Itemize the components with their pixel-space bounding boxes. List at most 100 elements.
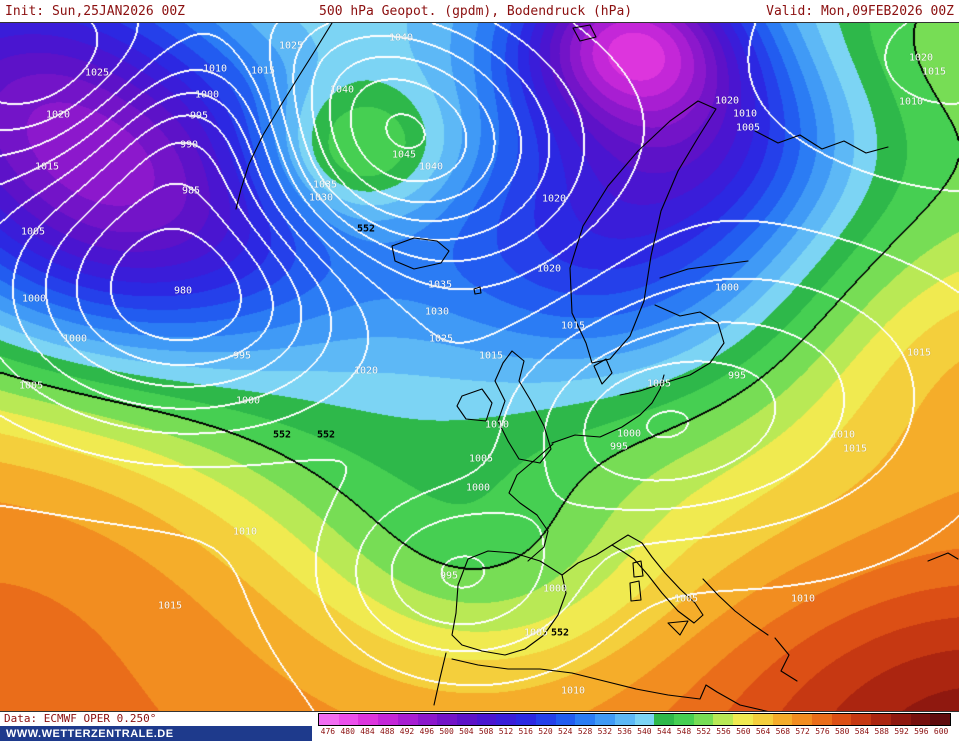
coastline-arctic-russia — [754, 130, 889, 154]
isobar-label: 1020 — [45, 109, 71, 121]
colorbar-cell — [772, 714, 793, 725]
colorbar-tick: 592 — [894, 727, 909, 736]
isobar-label: 995 — [609, 441, 629, 453]
colorbar-tick: 520 — [538, 727, 553, 736]
colorbar-tick: 600 — [933, 727, 949, 736]
colorbar-cell — [614, 714, 635, 725]
isobar-label: 1030 — [308, 192, 334, 204]
isobar-label: 980 — [173, 285, 193, 297]
isobar-label: 1000 — [714, 282, 740, 294]
coastline-denmark — [593, 358, 613, 385]
isobar-label: 1020 — [541, 193, 567, 205]
isobar-label: 990 — [179, 139, 199, 151]
colorbar-cell — [378, 714, 398, 725]
colorbar-tick: 560 — [736, 727, 751, 736]
colorbar-tick: 588 — [874, 727, 889, 736]
colorbar-tick: 508 — [478, 727, 494, 736]
colorbar-tick: 584 — [854, 727, 870, 736]
geopotential-pressure-field-canvas — [0, 23, 959, 711]
weather-map: 1025 1020 1015 1005 1000 1000 1005 995 990 985 980… — [0, 22, 959, 712]
colorbar-cell — [535, 714, 556, 725]
coastline-north-sea — [551, 374, 665, 444]
isobar-label: 1025 — [428, 333, 454, 345]
coastline-sardinia — [629, 580, 642, 602]
data-source-label: Data: ECMWF OPER 0.250° — [4, 712, 157, 725]
colorbar-cell — [437, 714, 458, 725]
isobar-label: 995 — [232, 350, 252, 362]
colorbar-tick: 532 — [597, 727, 613, 736]
colorbar-tick: 492 — [399, 727, 415, 736]
colorbar-cells — [318, 713, 951, 726]
colorbar-cell — [397, 714, 418, 725]
colorbar-cell — [890, 714, 911, 725]
isobar-label: 985 — [181, 185, 201, 197]
isobar-label: 1015 — [842, 443, 868, 455]
colorbar-tick: 484 — [360, 727, 375, 736]
colorbar-cell — [358, 714, 379, 725]
isobar-label: 1005 — [735, 122, 761, 134]
isobar-label: 1015 — [478, 350, 504, 362]
colorbar-cell — [496, 714, 517, 725]
colorbar-cell — [319, 714, 339, 725]
isobar-label: 1005 — [673, 593, 699, 605]
isobar-label: 1005 — [20, 226, 46, 238]
isobar-label: 1010 — [484, 419, 510, 431]
isobar-label: 1005 — [523, 627, 549, 639]
coastline-scandinavia — [569, 100, 717, 364]
isobar-label: 1015 — [250, 65, 276, 77]
colorbar-cell — [930, 714, 950, 725]
init-label: Init: Sun,25JAN2026 00Z — [5, 3, 186, 19]
isobar-label: 1000 — [235, 395, 261, 407]
colorbar-cell — [871, 714, 891, 725]
isobar-label: 1020 — [908, 52, 934, 64]
map-title: 500 hPa Geopot. (gpdm), Bodendruck (hPa) — [319, 3, 633, 19]
colorbar-cell — [516, 714, 536, 725]
coastlines-overlay — [235, 23, 959, 711]
colorbar-cell — [693, 714, 714, 725]
coastline-corsica — [632, 560, 644, 578]
isobar-label: 1025 — [84, 67, 110, 79]
colorbar-tick: 596 — [914, 727, 929, 736]
colorbar-cell — [673, 714, 694, 725]
isobar-label: 1005 — [468, 453, 494, 465]
isobar-label: 1000 — [194, 89, 220, 101]
colorbar-cell — [851, 714, 872, 725]
isobar-label: 1045 — [391, 149, 417, 161]
header: Init: Sun,25JAN2026 00Z 500 hPa Geopot. … — [0, 0, 959, 22]
isobar-label: 1010 — [898, 96, 924, 108]
colorbar-tick: 552 — [696, 727, 711, 736]
isobar-label: 1040 — [418, 161, 444, 173]
colorbar-tick: 528 — [577, 727, 593, 736]
isobar-label: 1000 — [62, 333, 88, 345]
colorbar-tick: 516 — [518, 727, 533, 736]
watermark: WWW.WETTERZENTRALE.DE — [0, 726, 312, 741]
colorbar-cell — [555, 714, 576, 725]
isobar-label: 995 — [727, 370, 747, 382]
colorbar-cell — [457, 714, 477, 725]
valid-label: Valid: Mon,09FEB2026 00Z — [766, 3, 954, 19]
geopotential-552-label: 552 — [550, 627, 570, 639]
isobar-label: 1040 — [329, 84, 355, 96]
footer: Data: ECMWF OPER 0.250° WWW.WETTERZENTRA… — [0, 712, 959, 741]
colorbar-tick: 544 — [656, 727, 672, 736]
coastline-iceland — [391, 237, 450, 270]
colorbar-tick: 476 — [320, 727, 336, 736]
isobar-label: 1000 — [21, 293, 47, 305]
colorbar: 476 480 484 488 492 496 500 504 508 512 516 520 524 5… — [312, 712, 959, 741]
isobar-label: 1000 — [616, 428, 642, 440]
colorbar-tick: 488 — [380, 727, 395, 736]
colorbar-ticks: 476 480 484 488 492 496 500 504 508 512 516 520 524 5… — [318, 726, 951, 738]
geopotential-552-label: 552 — [316, 429, 336, 441]
isobar-label: 1020 — [536, 263, 562, 275]
colorbar-tick: 572 — [795, 727, 810, 736]
geopotential-552-label: 552 — [272, 429, 292, 441]
isobar-label: 1020 — [353, 365, 379, 377]
colorbar-tick: 504 — [459, 727, 474, 736]
colorbar-tick: 548 — [676, 727, 692, 736]
isobar-label: 1010 — [732, 108, 758, 120]
colorbar-cell — [338, 714, 359, 725]
colorbar-cell — [476, 714, 497, 725]
coastline-greenland — [235, 23, 333, 210]
isobar-label: 1010 — [830, 429, 856, 441]
isobar-label: 1015 — [906, 347, 932, 359]
